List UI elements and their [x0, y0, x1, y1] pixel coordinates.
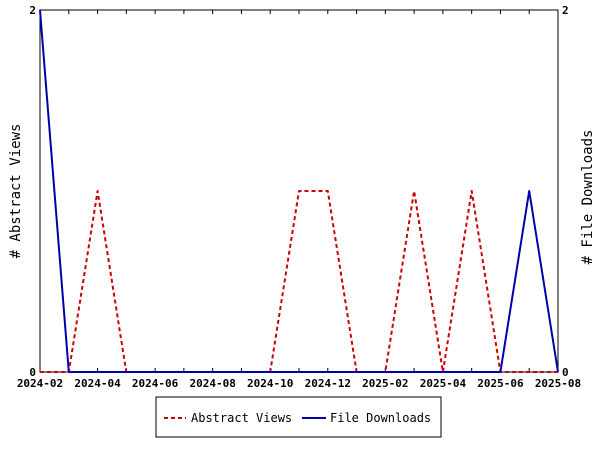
x-tick-label: 2025-08	[535, 377, 581, 390]
legend-box	[155, 396, 442, 438]
x-axis-tick-labels: 2024-02 2024-04 2024-06 2024-08 2024-10 2024-…	[17, 377, 581, 390]
y-axis-title: # Abstract Views	[8, 124, 24, 259]
y2-tick-label: 0	[562, 366, 569, 379]
x-tick-label: 2025-04	[420, 377, 467, 390]
y-tick-label: 0	[29, 366, 36, 379]
legend: Abstract Views File Downloads	[155, 396, 442, 438]
x-tick-label: 2024-06	[132, 377, 179, 390]
x-tick-label: 2025-06	[477, 377, 524, 390]
series-lines	[39, 9, 559, 373]
y2-axis-title: # File Downloads	[580, 130, 596, 265]
x-tick-label: 2024-02	[17, 377, 63, 390]
x-tick-label: 2025-02	[362, 377, 408, 390]
x-tick-label: 2024-08	[189, 377, 235, 390]
y2-tick-label: 2	[562, 4, 569, 17]
x-tick-label: 2024-10	[247, 377, 293, 390]
y-tick-label: 2	[29, 4, 36, 17]
x-tick-label: 2024-12	[305, 377, 351, 390]
legend-label-abstract-views: Abstract Views	[191, 411, 292, 425]
legend-label-file-downloads: File Downloads	[330, 411, 431, 425]
series-line-file-downloads	[39, 9, 559, 373]
x-tick-label: 2024-04	[74, 377, 121, 390]
